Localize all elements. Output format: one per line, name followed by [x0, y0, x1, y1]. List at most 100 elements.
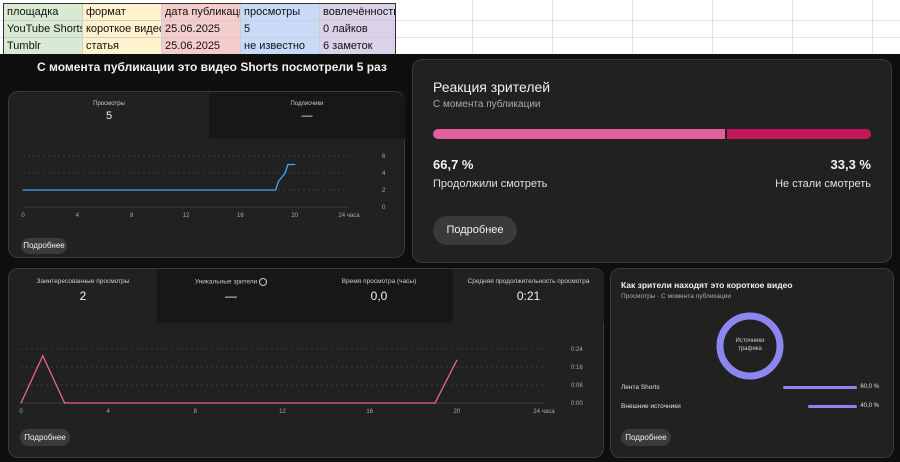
- tab-average-view-duration[interactable]: Средняя продолжительность просмотра 0:21: [453, 269, 604, 323]
- page-title: С момента публикации это видео Shorts по…: [37, 60, 387, 74]
- y-tick-label: 0:00: [571, 401, 583, 407]
- table-cell[interactable]: 5: [241, 21, 320, 38]
- grid-line: [552, 0, 553, 54]
- data-point: [456, 359, 458, 361]
- tab-views[interactable]: Просмотры 5: [9, 92, 209, 139]
- table-cell[interactable]: 25.06.2025: [162, 38, 241, 55]
- left-early-percent: 33,3 %: [830, 157, 871, 172]
- data-point: [294, 163, 296, 166]
- more-button[interactable]: Подробнее: [21, 238, 67, 254]
- table-cell[interactable]: 0 лайков: [320, 21, 395, 38]
- data-point: [434, 402, 436, 404]
- series-line: [23, 163, 295, 191]
- source-bar-track: [783, 405, 857, 408]
- x-tick-label: 12: [279, 409, 286, 415]
- x-tick-label: 24 часа: [533, 409, 555, 415]
- reaction-bar-left-early: [727, 129, 871, 139]
- tab-label: Уникальные зрители: [194, 278, 258, 286]
- y-tick-label: 0:08: [571, 383, 583, 389]
- x-tick-label: 4: [106, 409, 110, 415]
- views-line-chart: 0 2 4 6 0 4 8 12 16 20 24 часа: [21, 154, 386, 219]
- header-cell-views[interactable]: просмотры: [241, 4, 320, 21]
- data-point: [42, 355, 44, 357]
- source-bar: [783, 386, 857, 389]
- tab-subscribers[interactable]: Подписчики —: [209, 92, 405, 139]
- table-cell[interactable]: не известно: [241, 38, 320, 55]
- tab-value: 0,0: [370, 289, 388, 303]
- tab-engaged-views[interactable]: Заинтересованные просмотры 2: [9, 269, 157, 323]
- grid-line: [0, 20, 900, 21]
- reaction-bar-continued: [433, 129, 725, 139]
- data-point: [277, 180, 279, 183]
- tab-label: Подписчики: [290, 101, 324, 107]
- table-cell[interactable]: YouTube Shorts: [4, 21, 83, 38]
- donut-label: Источники трафика: [735, 338, 765, 352]
- tab-value: —: [225, 289, 237, 303]
- tab-value: 0:21: [516, 289, 541, 303]
- data-point: [287, 163, 289, 166]
- more-button[interactable]: Подробнее: [20, 429, 70, 446]
- spreadsheet: площадка формат дата публикации просмотр…: [0, 0, 900, 55]
- x-tick-label: 20: [291, 213, 298, 219]
- grid-line: [472, 0, 473, 54]
- grid-line: [712, 0, 713, 54]
- x-tick-label: 4: [76, 213, 80, 219]
- x-tick-label: 0: [19, 409, 23, 415]
- duration-line-chart: 0:00 0:08 0:16 0:24 0 4 8 12 16 20 24 часа: [19, 347, 583, 415]
- header-cell-date[interactable]: дата публикации: [162, 4, 241, 21]
- x-tick-label: 0: [21, 213, 25, 219]
- table-cell[interactable]: 6 заметок: [320, 38, 395, 55]
- tab-value: 5: [105, 110, 113, 122]
- tab-watch-time[interactable]: Время просмотра (часы) 0,0: [305, 269, 453, 323]
- data-point: [22, 189, 24, 191]
- left-early-label: Не стали смотреть: [775, 178, 871, 190]
- reaction-bar: [433, 129, 871, 139]
- analytics-dashboard: С момента публикации это видео Shorts по…: [0, 54, 900, 462]
- header-cell-format[interactable]: формат: [83, 4, 162, 21]
- traffic-donut-chart: [716, 312, 784, 380]
- grid-line: [0, 37, 900, 38]
- header-cell-engagement[interactable]: вовлечённость: [320, 4, 395, 21]
- card-subtitle: С момента публикации: [433, 99, 541, 110]
- tab-unique-viewers[interactable]: Уникальные зрители —: [157, 269, 305, 323]
- source-bar-track: [783, 386, 857, 389]
- x-tick-label: 24 часа: [338, 213, 360, 219]
- y-tick-label: 0: [382, 205, 386, 211]
- y-tick-label: 6: [382, 154, 386, 160]
- table-cell[interactable]: короткое видео: [83, 21, 162, 38]
- source-bar: [808, 405, 857, 408]
- grid-line: [872, 0, 873, 54]
- source-name: Лента Shorts: [621, 384, 660, 391]
- card-title: Как зрители находят это короткое видео: [621, 280, 793, 290]
- data-point: [275, 189, 277, 191]
- source-name: Внешние источники: [621, 403, 681, 410]
- donut-ring: [716, 312, 784, 380]
- data-point: [63, 402, 66, 404]
- table-cell[interactable]: Tumblr: [4, 38, 83, 55]
- x-tick-label: 16: [237, 213, 244, 219]
- x-tick-label: 8: [130, 213, 134, 219]
- y-tick-label: 0:16: [571, 365, 583, 371]
- traffic-sources-card: Как зрители находят это короткое видео П…: [610, 268, 894, 458]
- grid-line: [792, 0, 793, 54]
- x-tick-label: 12: [183, 213, 190, 219]
- series-line: [20, 354, 458, 404]
- more-button[interactable]: Подробнее: [433, 216, 517, 245]
- tab-value: —: [301, 110, 313, 122]
- tab-label: Просмотры: [93, 101, 125, 107]
- table-cell[interactable]: статья: [83, 38, 162, 55]
- tab-value: 2: [79, 289, 87, 303]
- card-subtitle: Просмотры · С момента публикации: [621, 293, 731, 300]
- more-button[interactable]: Подробнее: [621, 429, 671, 446]
- audience-reaction-card: Реакция зрителей С момента публикации 66…: [412, 59, 892, 263]
- table-cell[interactable]: 25.06.2025: [162, 21, 241, 38]
- data-table: площадка формат дата публикации просмотр…: [3, 3, 396, 55]
- data-point: [20, 402, 22, 404]
- tab-label: Время просмотра (часы): [341, 278, 417, 285]
- x-tick-label: 8: [194, 409, 198, 415]
- y-tick-label: 2: [382, 188, 386, 194]
- header-cell-platform[interactable]: площадка: [4, 4, 83, 21]
- x-tick-label: 16: [366, 409, 373, 415]
- x-tick-label: 20: [453, 409, 460, 415]
- clock-icon: [259, 278, 268, 286]
